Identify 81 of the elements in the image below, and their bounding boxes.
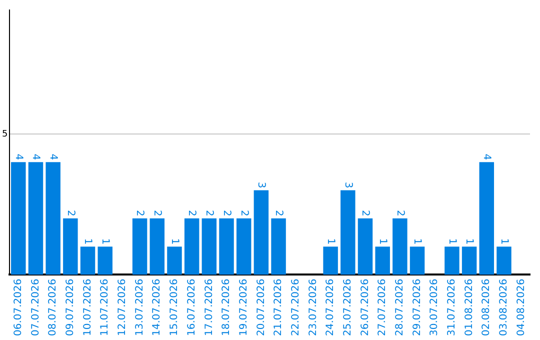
data-label: 1 <box>100 238 111 245</box>
bar <box>462 246 477 275</box>
data-label: 2 <box>220 210 232 216</box>
x-tick-label: 15.07.2026 <box>169 278 180 336</box>
x-tick-label: 26.07.2026 <box>360 278 371 336</box>
data-label: 1 <box>82 238 94 245</box>
data-label: 3 <box>342 182 354 188</box>
data-label: 1 <box>464 238 475 245</box>
data-label: 2 <box>64 210 76 216</box>
x-tick-label: 24.07.2026 <box>325 278 336 336</box>
x-tick-label: 27.07.2026 <box>377 278 388 336</box>
bar <box>375 246 390 275</box>
data-label: 4 <box>12 154 24 160</box>
x-tick-label: 18.07.2026 <box>221 278 232 336</box>
bar <box>202 218 217 275</box>
x-tick-label: 01.08.2026 <box>464 278 475 336</box>
x-tick-label: 29.07.2026 <box>412 278 423 336</box>
data-label: 2 <box>186 210 198 216</box>
data-label: 1 <box>324 238 336 245</box>
x-tick-label: 17.07.2026 <box>204 278 215 336</box>
bar <box>358 218 373 275</box>
x-tick-label: 08.07.2026 <box>48 278 59 336</box>
bar <box>184 218 200 275</box>
bar <box>46 162 60 275</box>
data-label: 1 <box>498 238 510 245</box>
x-tick-label: 09.07.2026 <box>65 278 76 336</box>
bar <box>392 218 408 275</box>
x-tick-label: 10.07.2026 <box>82 278 94 336</box>
bar <box>254 190 269 275</box>
bar <box>132 218 148 275</box>
data-label: 2 <box>360 210 371 216</box>
bar <box>410 246 425 275</box>
x-tick-label: 14.07.2026 <box>152 278 163 336</box>
data-label: 4 <box>481 154 492 160</box>
bar <box>340 190 356 275</box>
x-tick-label: 22.07.2026 <box>290 278 302 336</box>
data-label: 3 <box>256 182 267 188</box>
x-tick-label: 21.07.2026 <box>273 278 284 336</box>
data-label: 2 <box>394 210 406 216</box>
x-tick-label: 06.07.2026 <box>12 278 24 336</box>
bar <box>444 246 460 275</box>
x-tick-label: 02.08.2026 <box>481 278 492 336</box>
data-label: 2 <box>272 210 284 216</box>
bar <box>28 162 44 275</box>
x-tick-label: 20.07.2026 <box>256 278 267 336</box>
bar <box>11 162 26 275</box>
bar <box>219 218 234 275</box>
bar <box>63 218 78 275</box>
bar <box>496 246 512 275</box>
bar <box>80 246 96 275</box>
x-tick-label: 11.07.2026 <box>100 278 111 336</box>
bar <box>150 218 165 275</box>
x-tick-label: 25.07.2026 <box>342 278 354 336</box>
x-tick-label: 31.07.2026 <box>446 278 458 336</box>
x-tick-label: 30.07.2026 <box>429 278 440 336</box>
data-label: 2 <box>134 210 146 216</box>
bar <box>98 246 112 275</box>
y-tick-label: 5 <box>2 129 8 140</box>
bar <box>271 218 286 275</box>
x-tick-label: 19.07.2026 <box>238 278 250 336</box>
data-label: 1 <box>168 238 180 245</box>
data-label: 2 <box>204 210 215 216</box>
bar <box>236 218 252 275</box>
bar <box>479 162 494 275</box>
data-label: 1 <box>412 238 423 245</box>
bar <box>167 246 182 275</box>
data-label: 2 <box>238 210 250 216</box>
x-tick-label: 23.07.2026 <box>308 278 319 336</box>
data-label: 1 <box>446 238 458 245</box>
data-label: 4 <box>47 154 58 160</box>
x-tick-label: 12.07.2026 <box>117 278 128 336</box>
x-tick-label: 13.07.2026 <box>134 278 146 336</box>
x-tick-label: 07.07.2026 <box>30 278 42 336</box>
x-tick-label: 03.08.2026 <box>498 278 510 336</box>
bar <box>323 246 338 275</box>
x-tick-label: 04.08.2026 <box>516 278 527 336</box>
data-label: 2 <box>152 210 163 216</box>
x-tick-label: 28.07.2026 <box>394 278 406 336</box>
x-tick-label: 16.07.2026 <box>186 278 198 336</box>
data-label: 4 <box>30 154 42 160</box>
data-label: 1 <box>376 238 388 245</box>
